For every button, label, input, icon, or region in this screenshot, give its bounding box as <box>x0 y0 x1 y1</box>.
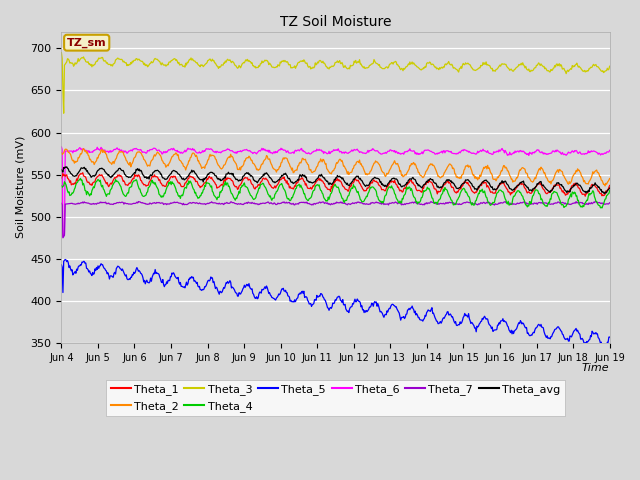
Theta_2 <box>209 153 217 158</box>
Theta_5 <box>68 267 76 273</box>
Theta_2 <box>601 183 609 189</box>
Theta_7 <box>125 201 132 207</box>
Theta_6 <box>419 151 427 156</box>
Theta_3 <box>68 60 76 66</box>
Theta_1 <box>209 177 217 183</box>
Theta_4 <box>606 188 614 193</box>
Line: Theta_3: Theta_3 <box>61 53 610 113</box>
Theta_avg <box>209 170 217 176</box>
Theta_3 <box>209 58 217 63</box>
Legend: Theta_1, Theta_2, Theta_3, Theta_4, Theta_5, Theta_6, Theta_7, Theta_avg: Theta_1, Theta_2, Theta_3, Theta_4, Thet… <box>106 380 564 416</box>
Theta_7 <box>209 200 217 206</box>
Theta_6 <box>403 149 411 155</box>
Theta_4 <box>67 192 75 198</box>
Theta_1 <box>606 182 614 188</box>
Theta_1 <box>180 183 188 189</box>
Theta_3 <box>606 63 614 69</box>
Theta_5 <box>209 280 217 286</box>
Theta_3 <box>419 66 427 72</box>
Theta_2 <box>125 161 132 167</box>
Theta_3 <box>125 62 132 68</box>
Theta_avg <box>180 177 188 183</box>
Theta_5 <box>125 276 132 282</box>
Theta_2 <box>419 175 427 180</box>
Theta_4 <box>209 189 217 195</box>
Theta_4 <box>403 184 411 190</box>
Theta_4 <box>58 183 65 189</box>
Theta_6 <box>59 234 67 240</box>
Theta_3 <box>180 63 188 69</box>
Theta_2 <box>79 146 87 152</box>
Theta_1 <box>79 170 86 176</box>
Theta_1 <box>403 181 411 187</box>
Theta_2 <box>606 176 614 181</box>
Theta_avg <box>125 175 132 180</box>
Theta_7 <box>419 202 427 208</box>
Theta_5 <box>180 284 188 290</box>
Theta_7 <box>606 200 614 205</box>
Theta_7 <box>180 202 188 207</box>
Theta_6 <box>58 144 65 150</box>
Theta_6 <box>180 149 188 155</box>
Theta_4 <box>598 205 606 211</box>
Line: Theta_5: Theta_5 <box>61 260 610 346</box>
Theta_2 <box>67 155 75 160</box>
Theta_6 <box>606 147 614 153</box>
Theta_5 <box>598 343 606 349</box>
Theta_5 <box>403 311 411 317</box>
Theta_3 <box>58 50 65 56</box>
Theta_3 <box>60 110 68 116</box>
Theta_avg <box>606 185 614 191</box>
Theta_4 <box>180 186 188 192</box>
Theta_2 <box>180 164 188 169</box>
Theta_1 <box>58 175 65 181</box>
Theta_6 <box>68 148 76 154</box>
Theta_4 <box>419 192 427 198</box>
Theta_7 <box>68 201 76 206</box>
Theta_5 <box>61 257 69 263</box>
Theta_avg <box>419 183 427 189</box>
Theta_7 <box>58 201 65 206</box>
Title: TZ Soil Moisture: TZ Soil Moisture <box>280 15 391 29</box>
Y-axis label: Soil Moisture (mV): Soil Moisture (mV) <box>15 136 25 239</box>
Theta_1 <box>125 181 132 187</box>
Theta_7 <box>403 201 411 206</box>
Theta_3 <box>403 64 411 70</box>
Theta_6 <box>125 148 132 154</box>
Theta_5 <box>419 318 427 324</box>
Theta_avg <box>68 171 76 177</box>
Line: Theta_1: Theta_1 <box>61 173 610 196</box>
Text: TZ_sm: TZ_sm <box>67 37 106 48</box>
Theta_5 <box>606 334 614 340</box>
Theta_1 <box>581 193 589 199</box>
Theta_7 <box>591 199 599 204</box>
Theta_2 <box>403 170 411 176</box>
Theta_6 <box>209 148 217 154</box>
Theta_4 <box>125 190 132 196</box>
Text: Time: Time <box>582 363 610 373</box>
Theta_4 <box>77 176 84 181</box>
Theta_5 <box>58 262 65 268</box>
Theta_1 <box>419 185 427 191</box>
Line: Theta_avg: Theta_avg <box>61 167 610 193</box>
Theta_7 <box>59 235 67 240</box>
Theta_avg <box>63 164 70 170</box>
Line: Theta_2: Theta_2 <box>61 149 610 186</box>
Line: Theta_6: Theta_6 <box>61 147 610 237</box>
Theta_avg <box>403 180 411 185</box>
Line: Theta_7: Theta_7 <box>61 202 610 238</box>
Theta_avg <box>58 167 65 172</box>
Theta_2 <box>58 150 65 156</box>
Theta_avg <box>600 191 608 196</box>
Theta_1 <box>67 182 75 188</box>
Line: Theta_4: Theta_4 <box>61 179 610 208</box>
